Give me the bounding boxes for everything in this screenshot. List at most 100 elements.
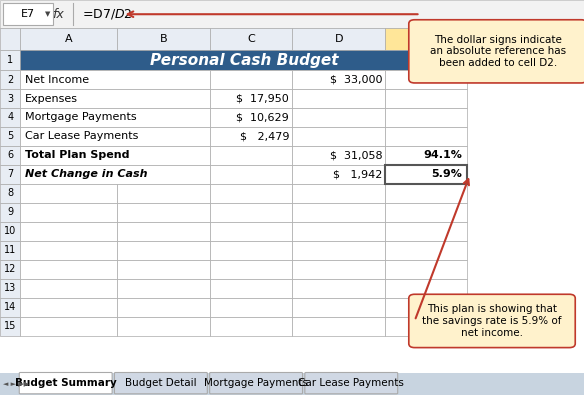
Text: A: A [65,34,72,44]
Text: Expenses: Expenses [25,94,78,103]
FancyBboxPatch shape [114,372,207,394]
Text: 5: 5 [7,132,13,141]
Bar [210,260,292,278]
Text: ▼: ▼ [45,11,51,17]
Text: Car Lease Payments: Car Lease Payments [298,378,404,388]
Text: 12: 12 [4,264,16,274]
Text: 7: 7 [7,169,13,179]
Bar [210,278,292,297]
Bar [292,203,385,222]
Bar [20,70,210,89]
Text: ◄ ► ▶▶: ◄ ► ▶▶ [3,381,29,387]
Text: Budget Summary: Budget Summary [15,378,117,388]
Text: Mortgage Payments: Mortgage Payments [25,113,137,122]
Bar [292,222,385,241]
Text: 94.1%: 94.1% [423,150,463,160]
Bar [292,89,385,108]
Bar [20,108,210,127]
Text: Mortgage Payments: Mortgage Payments [204,378,308,388]
Bar [292,28,385,50]
Text: 10: 10 [4,226,16,236]
Bar [0,28,20,50]
Bar [117,241,210,260]
Text: =D7/$D$2: =D7/$D$2 [82,7,132,21]
Bar [0,165,20,184]
Bar [292,260,385,278]
Bar [385,89,467,108]
Text: Budget Detail: Budget Detail [125,378,197,388]
Bar [0,0,584,28]
Bar [292,108,385,127]
Bar [0,146,20,165]
Text: fx: fx [53,8,64,21]
Text: This plan is showing that
the savings rate is 5.9% of
net income.: This plan is showing that the savings ra… [422,304,562,338]
Bar [20,203,117,222]
Bar [292,278,385,297]
Text: Car Lease Payments: Car Lease Payments [25,132,138,141]
Text: B: B [159,34,168,44]
Bar [20,260,117,278]
Bar [210,28,292,50]
Bar [0,127,20,146]
Text: The dollar signs indicate
an absolute reference has
been added to cell D2.: The dollar signs indicate an absolute re… [430,35,566,68]
FancyBboxPatch shape [305,372,398,394]
Bar [210,316,292,335]
Bar [0,241,20,260]
Text: 15: 15 [4,321,16,331]
Bar [385,70,467,89]
Bar [117,184,210,203]
Bar [20,127,210,146]
Bar [210,184,292,203]
Bar [20,297,117,316]
Bar [0,373,584,395]
FancyBboxPatch shape [19,372,112,394]
Bar [292,316,385,335]
Bar [117,278,210,297]
Text: 8: 8 [7,188,13,198]
Bar [292,241,385,260]
Text: 9: 9 [7,207,13,217]
Text: 3: 3 [7,94,13,103]
Text: $  31,058: $ 31,058 [330,150,383,160]
Bar [385,108,467,127]
Bar [20,278,117,297]
Bar [385,165,467,184]
Text: $  10,629: $ 10,629 [237,113,289,122]
Text: Net Change in Cash: Net Change in Cash [25,169,148,179]
Bar [20,184,117,203]
Bar [20,28,117,50]
Bar [20,316,117,335]
Bar [117,260,210,278]
Bar [210,222,292,241]
Bar [210,108,292,127]
Bar [0,108,20,127]
Text: Personal Cash Budget: Personal Cash Budget [150,53,338,68]
Text: 1: 1 [7,55,13,65]
Bar [3,3,53,25]
Bar [385,222,467,241]
Text: $   1,942: $ 1,942 [333,169,383,179]
Text: $  17,950: $ 17,950 [237,94,289,103]
Bar [292,297,385,316]
Bar [210,89,292,108]
Bar [20,241,117,260]
Bar [0,50,20,70]
Text: 5.9%: 5.9% [432,169,463,179]
Text: Total Plan Spend: Total Plan Spend [25,150,130,160]
Bar [210,241,292,260]
Bar [210,203,292,222]
Bar [20,146,210,165]
Bar [0,184,20,203]
Bar [385,127,467,146]
Bar [210,165,292,184]
Bar [385,184,467,203]
Bar [0,316,20,335]
Bar [0,89,20,108]
Bar [0,297,20,316]
Text: E: E [423,34,430,44]
FancyBboxPatch shape [409,20,584,83]
Text: E7: E7 [20,9,35,19]
Text: C: C [247,34,255,44]
Bar [0,222,20,241]
Bar [385,28,467,50]
